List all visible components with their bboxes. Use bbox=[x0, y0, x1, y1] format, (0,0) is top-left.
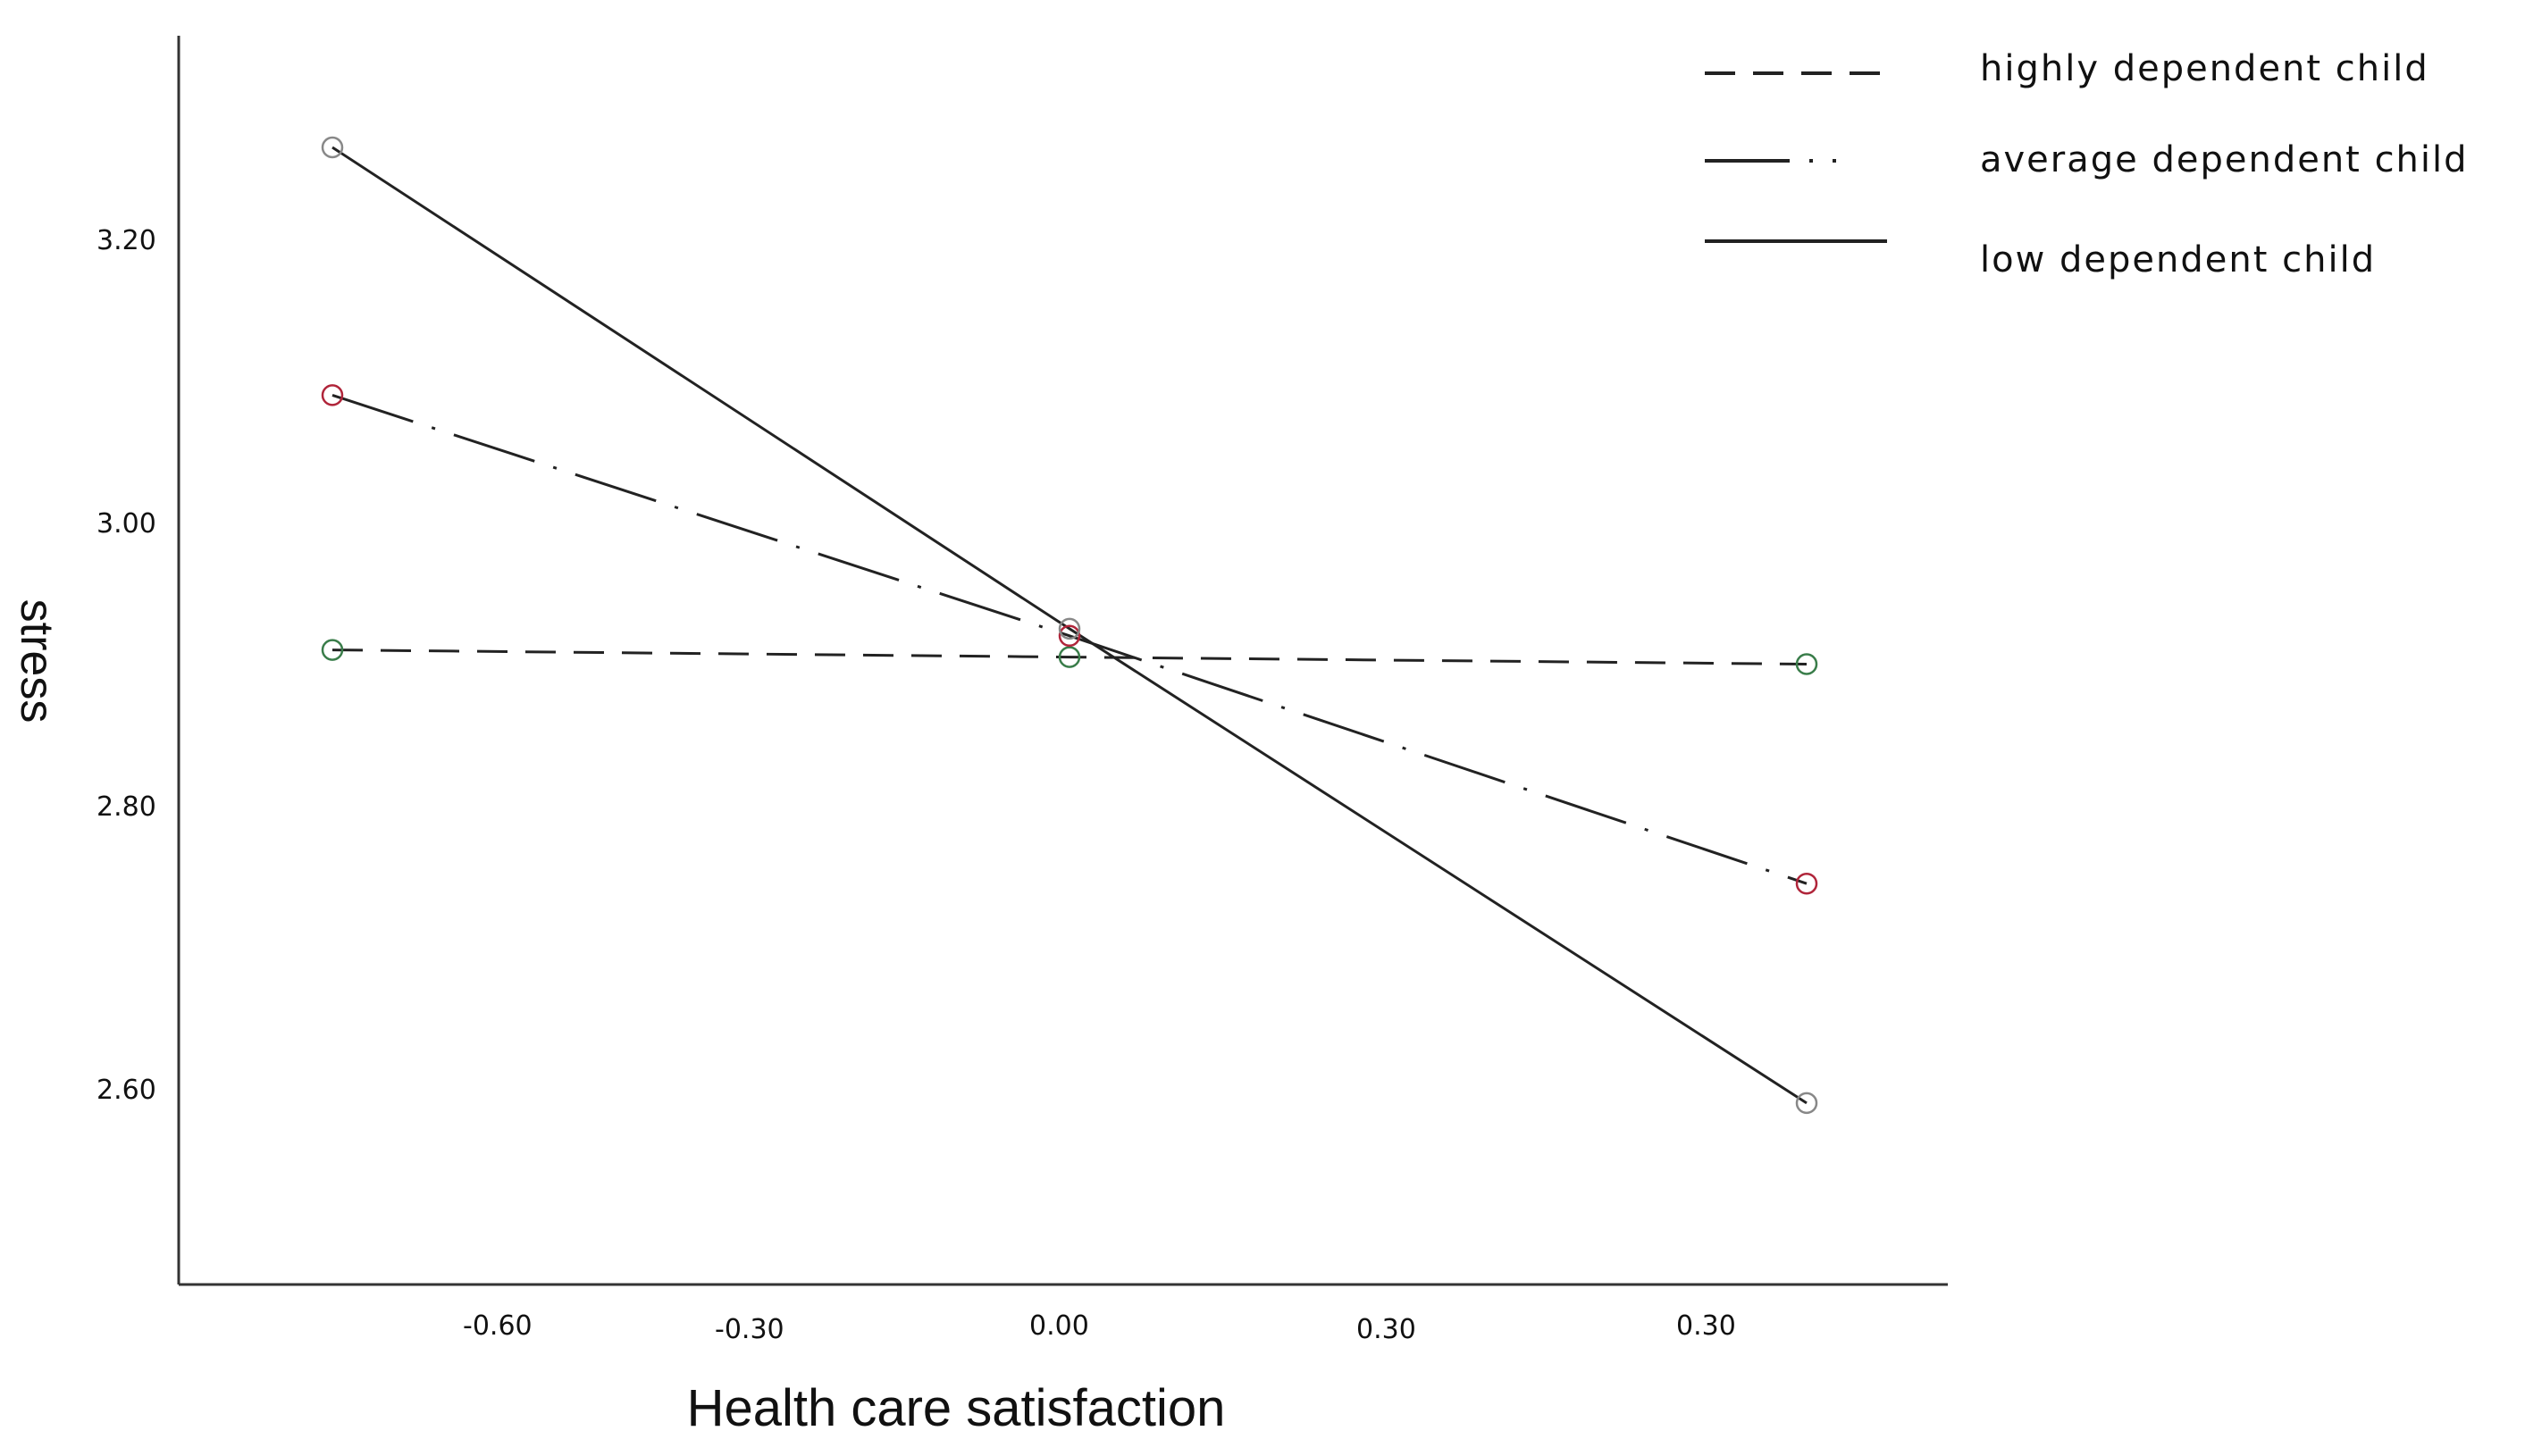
data-point-low-dependent-child bbox=[1795, 1092, 1818, 1115]
x-tick-label: -0.60 bbox=[463, 1310, 533, 1342]
x-tick-label: 0.00 bbox=[1029, 1310, 1089, 1342]
y-tick-label: 2.60 bbox=[96, 1075, 156, 1106]
legend-label-highly-dependent: highly dependent child bbox=[1980, 48, 2429, 89]
y-tick-label: 3.00 bbox=[96, 508, 156, 540]
data-point-average-dependent-child bbox=[1795, 872, 1818, 895]
data-point-highly-dependent-child bbox=[1795, 653, 1818, 675]
series-line-highly-dependent-child bbox=[331, 649, 1808, 665]
series-line-average-dependent-child bbox=[331, 393, 1808, 885]
y-tick-label: 3.20 bbox=[96, 225, 156, 256]
series-lines bbox=[331, 146, 1808, 1105]
data-point-low-dependent-child bbox=[321, 136, 344, 159]
x-tick-label: -0.30 bbox=[715, 1314, 784, 1345]
data-point-average-dependent-child bbox=[1058, 624, 1081, 648]
y-tick-label: 2.80 bbox=[96, 791, 156, 823]
legend-label-low-dependent: low dependent child bbox=[1980, 239, 2376, 280]
data-point-low-dependent-child bbox=[1058, 617, 1081, 640]
x-tick-label: 0.30 bbox=[1676, 1310, 1736, 1342]
series-line-low-dependent-child bbox=[331, 146, 1808, 1105]
y-axis-label: stress bbox=[11, 599, 63, 724]
data-point-highly-dependent-child bbox=[1058, 646, 1081, 668]
data-point-highly-dependent-child bbox=[321, 639, 344, 661]
x-axis-label: Health care satisfaction bbox=[687, 1379, 1226, 1437]
data-point-average-dependent-child bbox=[321, 384, 344, 406]
legend: highly dependent child average dependent… bbox=[1705, 48, 2469, 280]
series-markers bbox=[321, 136, 1818, 1115]
legend-label-average-dependent: average dependent child bbox=[1980, 139, 2469, 180]
x-tick-label: 0.30 bbox=[1356, 1314, 1416, 1345]
